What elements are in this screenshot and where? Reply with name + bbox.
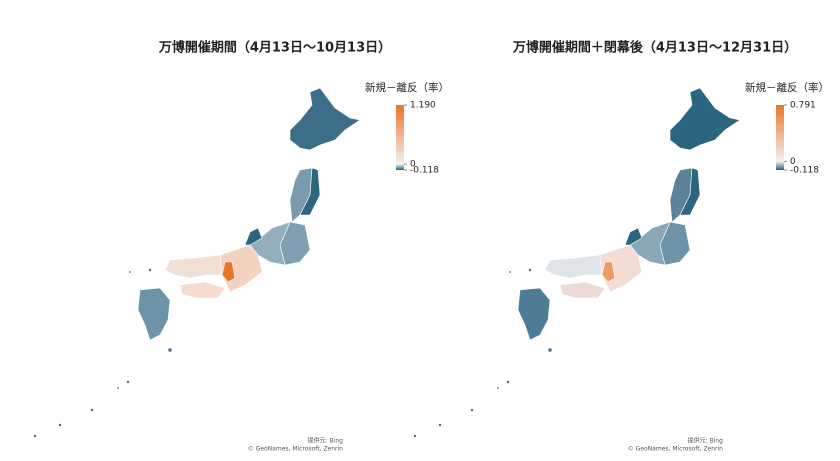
legend-tick-label: 0	[790, 157, 796, 167]
legend-tick-label: 1.190	[410, 101, 436, 111]
prefecture-region	[517, 287, 551, 341]
legend-title: 新規－離反（率）	[745, 81, 829, 94]
island	[508, 270, 512, 274]
prefecture-region	[601, 261, 616, 283]
prefecture-region	[179, 281, 226, 299]
map-panel: 万博開催期間（4月13日～10月13日） 新規－離反（率） 1.190 0-0.118…	[33, 40, 449, 453]
island	[547, 347, 553, 353]
island	[506, 380, 510, 384]
legend-tick-label: 0	[410, 160, 416, 170]
attribution: © GeoNames, Microsoft, Zenrin	[628, 446, 723, 453]
island	[470, 408, 474, 412]
island	[33, 434, 37, 438]
prefecture-region	[559, 281, 606, 299]
prefecture-region	[289, 87, 361, 151]
legend-tick-label: -0.118	[790, 166, 819, 176]
legend-colorbar	[396, 105, 404, 170]
prefecture-region	[299, 167, 321, 216]
island	[528, 268, 532, 272]
island	[167, 347, 173, 353]
attribution: 提供元: Bing	[688, 437, 724, 445]
island	[126, 380, 130, 384]
island	[58, 423, 62, 427]
island	[116, 386, 120, 390]
map-panel: 万博開催期間＋閉幕後（4月13日～12月31日）新規－離反（率）0.7910-0…	[413, 40, 829, 453]
island	[90, 408, 94, 412]
attribution: © GeoNames, Microsoft, Zenrin	[248, 446, 343, 453]
legend-tick-label: -0.118	[410, 166, 439, 176]
island	[148, 268, 152, 272]
panel-title: 万博開催期間＋閉幕後（4月13日～12月31日）	[512, 40, 797, 56]
legend-title: 新規－離反（率）	[365, 81, 449, 94]
prefecture-region	[164, 254, 223, 279]
island	[413, 434, 417, 438]
island	[438, 423, 442, 427]
island	[128, 270, 132, 274]
island	[496, 386, 500, 390]
prefecture-region	[137, 287, 171, 341]
panel-title: 万博開催期間（4月13日～10月13日）	[158, 40, 391, 56]
prefecture-region	[544, 254, 603, 279]
attribution: 提供元: Bing	[308, 437, 344, 445]
prefecture-region	[669, 87, 741, 151]
legend-colorbar	[776, 105, 784, 170]
prefecture-region	[221, 261, 236, 283]
legend-tick-label: 0.791	[790, 101, 816, 111]
prefecture-region	[679, 167, 701, 216]
